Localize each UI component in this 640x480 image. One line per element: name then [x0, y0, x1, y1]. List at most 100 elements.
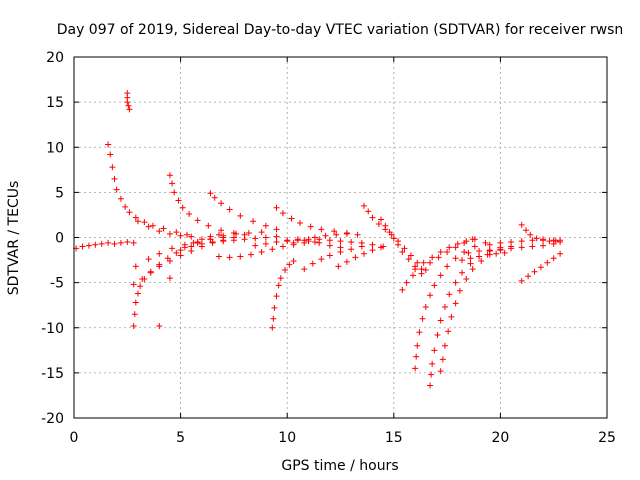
x-tick-label: 25: [598, 430, 616, 446]
series-track-ab: [459, 249, 508, 264]
data-point: [215, 231, 222, 238]
data-point: [441, 342, 448, 349]
data-point: [375, 220, 382, 227]
data-point: [335, 263, 342, 270]
series-track-i: [134, 218, 195, 240]
data-point: [277, 275, 284, 282]
data-point: [337, 248, 344, 255]
plot-border: [73, 56, 608, 419]
data-point: [331, 228, 338, 235]
data-point: [482, 239, 489, 246]
x-tick-label: 5: [176, 430, 185, 446]
data-point: [463, 276, 470, 283]
x-tick-label: 20: [491, 430, 509, 446]
data-point: [467, 260, 474, 267]
data-point: [465, 249, 472, 256]
data-point: [369, 247, 376, 254]
data-point: [245, 229, 252, 236]
data-point: [529, 243, 536, 250]
data-point: [557, 237, 564, 244]
series-track-t: [360, 202, 429, 273]
series-track-ad: [518, 250, 564, 284]
data-point: [156, 322, 163, 329]
series-isolated: [156, 275, 173, 329]
data-point: [431, 347, 438, 354]
data-point: [226, 206, 233, 213]
data-point: [348, 246, 355, 253]
data-point: [131, 311, 138, 318]
data-point: [399, 248, 406, 255]
data-point: [270, 315, 277, 322]
series-track-q: [252, 236, 387, 250]
data-point: [220, 238, 227, 245]
data-point: [132, 299, 139, 306]
data-point: [262, 222, 269, 229]
data-point: [122, 203, 129, 210]
data-point: [446, 244, 453, 251]
data-point: [429, 360, 436, 367]
data-point: [215, 253, 222, 260]
data-point: [318, 226, 325, 233]
data-point: [279, 243, 286, 250]
data-point: [461, 248, 468, 255]
data-point: [525, 273, 532, 280]
data-point: [307, 223, 314, 230]
data-point: [309, 260, 316, 267]
series-track-n: [273, 204, 350, 236]
data-point: [233, 230, 240, 237]
y-tick-label: -5: [50, 276, 64, 292]
data-point: [343, 230, 350, 237]
data-point: [275, 282, 282, 289]
data-point: [427, 259, 434, 266]
data-point: [237, 212, 244, 219]
data-point: [437, 248, 444, 255]
data-point: [171, 189, 178, 196]
data-point: [111, 175, 118, 182]
data-point: [414, 342, 421, 349]
data-point: [98, 240, 105, 247]
data-point: [107, 151, 114, 158]
data-point: [434, 331, 441, 338]
data-point: [211, 194, 218, 201]
series-track-ae: [486, 236, 557, 248]
data-point: [188, 233, 195, 240]
data-point: [250, 218, 257, 225]
data-point: [518, 244, 525, 251]
data-point: [550, 237, 557, 244]
data-point: [444, 263, 451, 270]
data-point: [218, 200, 225, 207]
series-track-ac: [518, 221, 564, 245]
data-point: [252, 242, 259, 249]
data-point: [439, 356, 446, 363]
data-point: [305, 236, 312, 243]
data-point: [378, 216, 385, 223]
data-point: [132, 214, 139, 221]
data-point: [326, 252, 333, 259]
data-point: [271, 304, 278, 311]
data-point: [164, 255, 171, 262]
data-point: [132, 263, 139, 270]
y-tick-label: -15: [41, 366, 64, 382]
data-point: [550, 255, 557, 262]
data-point: [207, 190, 214, 197]
data-point: [518, 238, 525, 245]
data-point: [486, 241, 493, 248]
data-point: [177, 252, 184, 259]
data-point: [130, 239, 137, 246]
data-point: [160, 225, 167, 232]
x-tick-label: 15: [385, 430, 403, 446]
x-tick-label: 10: [278, 430, 296, 446]
data-point: [284, 238, 291, 245]
data-point: [478, 257, 485, 264]
data-point: [156, 261, 163, 268]
series-track-l: [215, 239, 318, 261]
data-point: [386, 229, 393, 236]
data-point: [109, 164, 116, 171]
data-point: [459, 269, 466, 276]
data-point: [467, 255, 474, 262]
data-point: [544, 259, 551, 266]
data-point: [117, 195, 124, 202]
data-point: [269, 246, 276, 253]
y-axis-title: SDTVAR / TECUs: [6, 181, 22, 296]
data-point: [137, 283, 144, 290]
